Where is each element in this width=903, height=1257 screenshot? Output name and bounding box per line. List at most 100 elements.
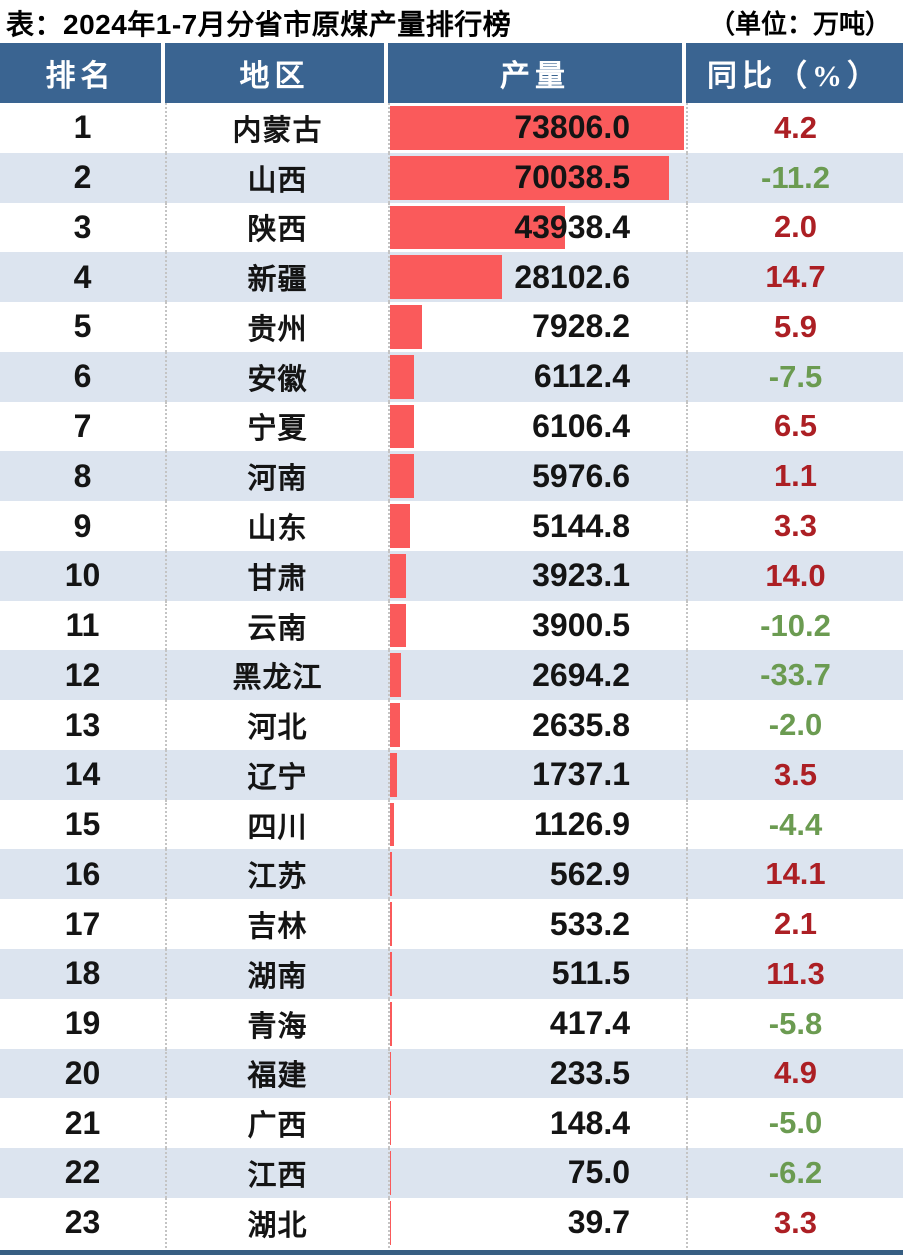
production-bar <box>390 703 401 747</box>
production-cell: 417.4 <box>388 998 686 1049</box>
table-bottom-rule <box>0 1249 903 1255</box>
production-value: 28102.6 <box>514 258 630 295</box>
production-value: 5976.6 <box>532 457 630 494</box>
production-value: 3923.1 <box>532 557 630 594</box>
region-cell: 青海 <box>165 998 388 1049</box>
production-cell: 1126.9 <box>388 799 686 850</box>
production-cell: 148.4 <box>388 1098 686 1149</box>
table-row: 23 湖北 39.7 3.3 <box>0 1197 903 1248</box>
production-bar <box>390 752 397 797</box>
rank-cell: 14 <box>64 756 101 793</box>
rank-cell: 16 <box>64 855 101 892</box>
production-cell: 533.2 <box>388 899 686 950</box>
production-value: 1126.9 <box>533 806 630 843</box>
table-header-row: 排名 地区 产量 同比（%） <box>0 43 903 103</box>
yoy-cell: 14.7 <box>686 252 903 303</box>
region-cell: 河北 <box>165 700 388 750</box>
header-yoy: 同比（%） <box>686 43 903 103</box>
region-cell: 福建 <box>165 1048 388 1099</box>
rank-cell: 6 <box>73 358 92 395</box>
production-bar <box>390 354 415 399</box>
production-bar <box>390 553 406 598</box>
production-value: 6112.4 <box>533 358 630 395</box>
production-bar <box>390 1051 391 1096</box>
table-row: 6 安徽 6112.4 -7.5 <box>0 351 903 402</box>
production-value: 5144.8 <box>532 507 630 544</box>
production-value: 70038.5 <box>514 159 630 196</box>
region-cell: 湖北 <box>165 1197 388 1248</box>
yoy-cell: -33.7 <box>686 650 903 701</box>
region-cell: 内蒙古 <box>165 103 388 153</box>
region-cell: 贵州 <box>165 302 388 352</box>
production-value: 39.7 <box>567 1204 630 1241</box>
rank-cell: 11 <box>65 607 100 644</box>
region-cell: 四川 <box>165 799 388 850</box>
production-value: 3900.5 <box>532 607 630 644</box>
rank-cell: 7 <box>73 407 92 444</box>
region-cell: 山东 <box>165 501 388 551</box>
production-bar <box>390 454 414 499</box>
yoy-cell: 6.5 <box>686 401 903 452</box>
table-row: 11 云南 3900.5 -10.2 <box>0 600 903 651</box>
production-cell: 3900.5 <box>388 600 686 651</box>
yoy-cell: 5.9 <box>686 302 903 352</box>
region-cell: 黑龙江 <box>165 650 388 701</box>
region-cell: 云南 <box>165 600 388 651</box>
yoy-cell: -4.4 <box>686 799 903 850</box>
region-cell: 山西 <box>165 152 388 203</box>
rank-cell: 5 <box>73 308 92 345</box>
rank-cell: 3 <box>73 208 92 245</box>
header-region: 地区 <box>165 43 388 103</box>
table-row: 18 湖南 511.5 11.3 <box>0 949 903 999</box>
production-cell: 7928.2 <box>388 302 686 352</box>
yoy-cell: 4.9 <box>686 1048 903 1099</box>
production-cell: 73806.0 <box>388 103 686 153</box>
rank-cell: 20 <box>64 1054 101 1091</box>
yoy-cell: 1.1 <box>686 451 903 502</box>
yoy-cell: 2.0 <box>686 202 903 253</box>
region-cell: 安徽 <box>165 351 388 402</box>
production-cell: 6106.4 <box>388 401 686 452</box>
region-cell: 广西 <box>165 1098 388 1149</box>
production-cell: 562.9 <box>388 849 686 900</box>
production-cell: 3923.1 <box>388 550 686 601</box>
table-row: 7 宁夏 6106.4 6.5 <box>0 401 903 452</box>
production-bar <box>390 205 565 250</box>
production-value: 233.5 <box>549 1054 630 1091</box>
region-cell: 宁夏 <box>165 401 388 452</box>
table-row: 13 河北 2635.8 -2.0 <box>0 700 903 750</box>
region-cell: 甘肃 <box>165 550 388 601</box>
table-row: 1 内蒙古 73806.0 4.2 <box>0 103 903 153</box>
region-cell: 江西 <box>165 1148 388 1198</box>
production-cell: 28102.6 <box>388 252 686 303</box>
yoy-cell: -5.8 <box>686 998 903 1049</box>
table-body: 1 内蒙古 73806.0 4.2 2 山西 70038.5 -11.2 3 陕… <box>0 103 903 1248</box>
yoy-cell: -5.0 <box>686 1098 903 1149</box>
production-bar <box>390 902 393 947</box>
rank-cell: 23 <box>64 1204 101 1241</box>
table-row: 8 河南 5976.6 1.1 <box>0 451 903 502</box>
production-value: 2635.8 <box>532 706 630 743</box>
production-cell: 5144.8 <box>388 501 686 551</box>
table-row: 17 吉林 533.2 2.1 <box>0 899 903 950</box>
yoy-cell: 3.5 <box>686 749 903 800</box>
production-cell: 39.7 <box>388 1197 686 1248</box>
page-title: 表：2024年1-7月分省市原煤产量排行榜 <box>6 8 512 40</box>
production-cell: 2635.8 <box>388 700 686 750</box>
production-value: 562.9 <box>549 855 630 892</box>
table-row: 9 山东 5144.8 3.3 <box>0 501 903 551</box>
rank-cell: 2 <box>73 159 92 196</box>
production-cell: 43938.4 <box>388 202 686 253</box>
production-value: 148.4 <box>549 1104 630 1141</box>
production-bar <box>390 603 406 648</box>
production-cell: 5976.6 <box>388 451 686 502</box>
production-bar <box>390 106 684 150</box>
yoy-cell: -11.2 <box>686 152 903 203</box>
header-rank: 排名 <box>0 43 165 103</box>
rank-cell: 22 <box>64 1154 101 1191</box>
rank-cell: 4 <box>73 258 92 295</box>
rank-cell: 12 <box>64 656 101 693</box>
header-production: 产量 <box>388 43 686 103</box>
production-cell: 2694.2 <box>388 650 686 701</box>
